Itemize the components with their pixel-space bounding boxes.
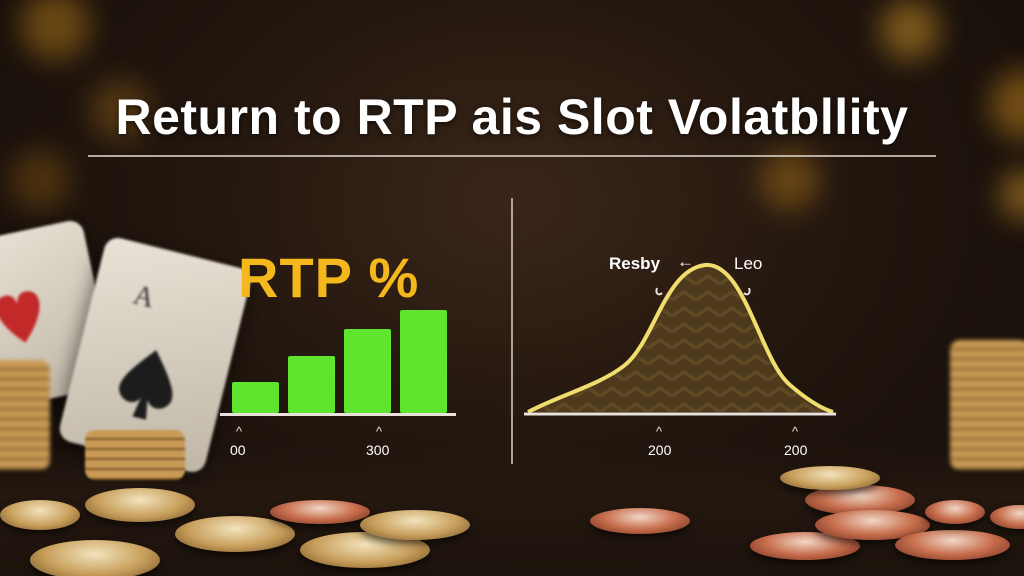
panel-divider	[511, 198, 513, 464]
casino-chip	[895, 530, 1010, 560]
volatility-curve-fill	[528, 264, 833, 412]
rtp-bar	[232, 382, 279, 413]
playing-card	[0, 218, 117, 412]
rtp-tick-caret: ^	[376, 424, 383, 439]
chip-stack	[950, 340, 1024, 470]
heart-icon	[0, 291, 40, 343]
arrow-left-icon: ←	[677, 252, 694, 271]
rtp-bar	[400, 310, 447, 413]
page-title: Return to RTP ais Slot Volatbllity	[115, 89, 909, 145]
title-underline	[88, 155, 936, 157]
casino-chip	[590, 508, 690, 534]
playing-card: A	[56, 234, 254, 476]
casino-chip	[270, 500, 370, 524]
casino-chip	[925, 500, 985, 524]
rtp-bar	[344, 329, 391, 413]
label-bracket-right	[743, 287, 751, 296]
rtp-tick-label: 00	[230, 442, 246, 458]
volatility-tick-caret: ^	[656, 424, 663, 439]
rtp-chart-baseline	[220, 413, 456, 416]
rtp-bar	[288, 356, 335, 413]
casino-chip	[360, 510, 470, 540]
spade-icon: A	[119, 280, 173, 420]
bokeh-light	[90, 80, 150, 140]
rtp-tick-label: 300	[366, 442, 390, 458]
bokeh-light	[1000, 170, 1024, 220]
volatility-tick-label: 200	[784, 442, 808, 458]
bokeh-light	[20, 0, 90, 60]
volatility-tick-label: 200	[648, 442, 672, 458]
casino-chip	[0, 500, 80, 530]
bokeh-light	[880, 0, 940, 60]
casino-chip	[85, 488, 195, 522]
bokeh-light	[10, 150, 70, 210]
rtp-chart-title: RTP %	[238, 246, 420, 309]
label-bracket-left	[655, 287, 663, 296]
bokeh-light	[760, 150, 820, 210]
casino-chip	[30, 540, 160, 576]
casino-chip	[780, 466, 880, 490]
chip-stack	[85, 430, 185, 480]
rtp-tick-caret: ^	[236, 424, 243, 439]
svg-text:A: A	[130, 280, 158, 315]
volatility-tick-caret: ^	[792, 424, 799, 439]
chip-stack	[0, 360, 50, 470]
volatility-label-right: Leo	[734, 254, 763, 273]
volatility-label-left: Resby	[609, 254, 661, 273]
casino-chip	[175, 516, 295, 552]
volatility-curve-line	[527, 262, 834, 414]
